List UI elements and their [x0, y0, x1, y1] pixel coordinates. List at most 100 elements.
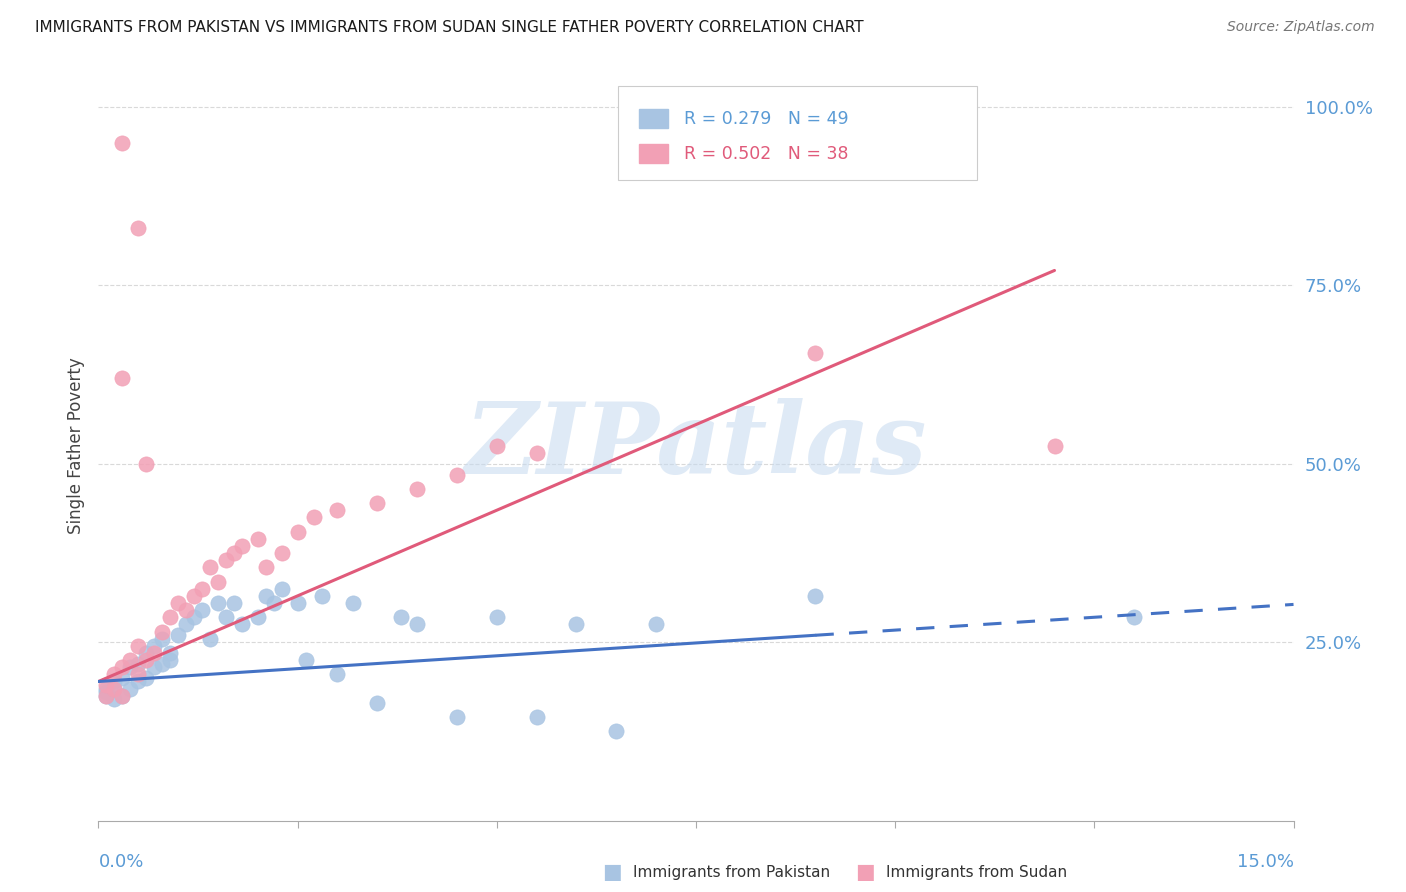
Point — [406, 617, 429, 632]
Point — [150, 657, 173, 671]
Point — [103, 667, 125, 681]
Point — [111, 671, 134, 685]
Point — [135, 671, 157, 685]
Text: 15.0%: 15.0% — [1236, 853, 1294, 871]
Point — [207, 596, 229, 610]
Point — [198, 632, 221, 646]
Point — [246, 610, 269, 624]
Point — [215, 553, 238, 567]
Point — [159, 610, 181, 624]
Point — [183, 589, 205, 603]
Point — [191, 582, 214, 596]
Point — [804, 346, 827, 360]
Point — [183, 610, 205, 624]
Text: IMMIGRANTS FROM PAKISTAN VS IMMIGRANTS FROM SUDAN SINGLE FATHER POVERTY CORRELAT: IMMIGRANTS FROM PAKISTAN VS IMMIGRANTS F… — [35, 20, 863, 35]
Point — [111, 689, 134, 703]
Point — [342, 596, 364, 610]
Point — [366, 696, 388, 710]
Point — [389, 610, 412, 624]
Point — [159, 653, 181, 667]
Point — [526, 710, 548, 724]
Point — [111, 660, 134, 674]
Point — [485, 610, 508, 624]
Point — [605, 724, 627, 739]
Point — [103, 674, 125, 689]
FancyBboxPatch shape — [619, 87, 977, 180]
Point — [174, 617, 197, 632]
Point — [111, 371, 134, 385]
Point — [302, 510, 325, 524]
Point — [326, 503, 349, 517]
Text: R = 0.279   N = 49: R = 0.279 N = 49 — [685, 110, 849, 128]
Point — [294, 653, 316, 667]
Point — [254, 560, 277, 574]
Point — [191, 603, 214, 617]
Point — [231, 539, 253, 553]
Point — [215, 610, 238, 624]
Point — [135, 653, 157, 667]
Point — [1123, 610, 1146, 624]
Point — [103, 681, 125, 696]
Point — [167, 628, 190, 642]
Point — [167, 596, 190, 610]
Point — [120, 681, 142, 696]
Point — [135, 646, 157, 660]
Point — [127, 667, 149, 681]
Point — [645, 617, 668, 632]
Point — [485, 439, 508, 453]
Point — [565, 617, 588, 632]
Text: ZIPatlas: ZIPatlas — [465, 398, 927, 494]
Point — [127, 639, 149, 653]
Point — [526, 446, 548, 460]
Point — [111, 136, 134, 150]
Point — [207, 574, 229, 589]
Point — [96, 678, 118, 692]
Text: 0.0%: 0.0% — [98, 853, 143, 871]
Point — [120, 653, 142, 667]
Bar — [638, 109, 668, 128]
Y-axis label: Single Father Poverty: Single Father Poverty — [66, 358, 84, 534]
Text: Immigrants from Pakistan: Immigrants from Pakistan — [633, 865, 830, 880]
Point — [446, 710, 468, 724]
Point — [127, 657, 149, 671]
Point — [198, 560, 221, 574]
Point — [263, 596, 285, 610]
Point — [287, 524, 309, 539]
Point — [254, 589, 277, 603]
Point — [804, 589, 827, 603]
Point — [143, 639, 166, 653]
Point — [127, 674, 149, 689]
Point — [270, 582, 292, 596]
Point — [143, 660, 166, 674]
Point — [111, 689, 134, 703]
Point — [96, 689, 118, 703]
Point — [287, 596, 309, 610]
Point — [127, 221, 149, 235]
Point — [246, 532, 269, 546]
Point — [326, 667, 349, 681]
Point — [406, 482, 429, 496]
Bar — [638, 145, 668, 163]
Point — [96, 685, 118, 699]
Point — [150, 624, 173, 639]
Point — [366, 496, 388, 510]
Point — [150, 632, 173, 646]
Text: Immigrants from Sudan: Immigrants from Sudan — [886, 865, 1067, 880]
Point — [135, 457, 157, 471]
Point — [143, 646, 166, 660]
Text: R = 0.502   N = 38: R = 0.502 N = 38 — [685, 145, 848, 162]
Point — [222, 596, 245, 610]
Point — [231, 617, 253, 632]
Point — [96, 689, 118, 703]
Point — [120, 660, 142, 674]
Point — [103, 692, 125, 706]
Text: ■: ■ — [602, 863, 621, 882]
Text: ■: ■ — [855, 863, 875, 882]
Point — [159, 646, 181, 660]
Point — [96, 681, 118, 696]
Point — [174, 603, 197, 617]
Text: Source: ZipAtlas.com: Source: ZipAtlas.com — [1227, 20, 1375, 34]
Point — [446, 467, 468, 482]
Point — [311, 589, 333, 603]
Point — [222, 546, 245, 560]
